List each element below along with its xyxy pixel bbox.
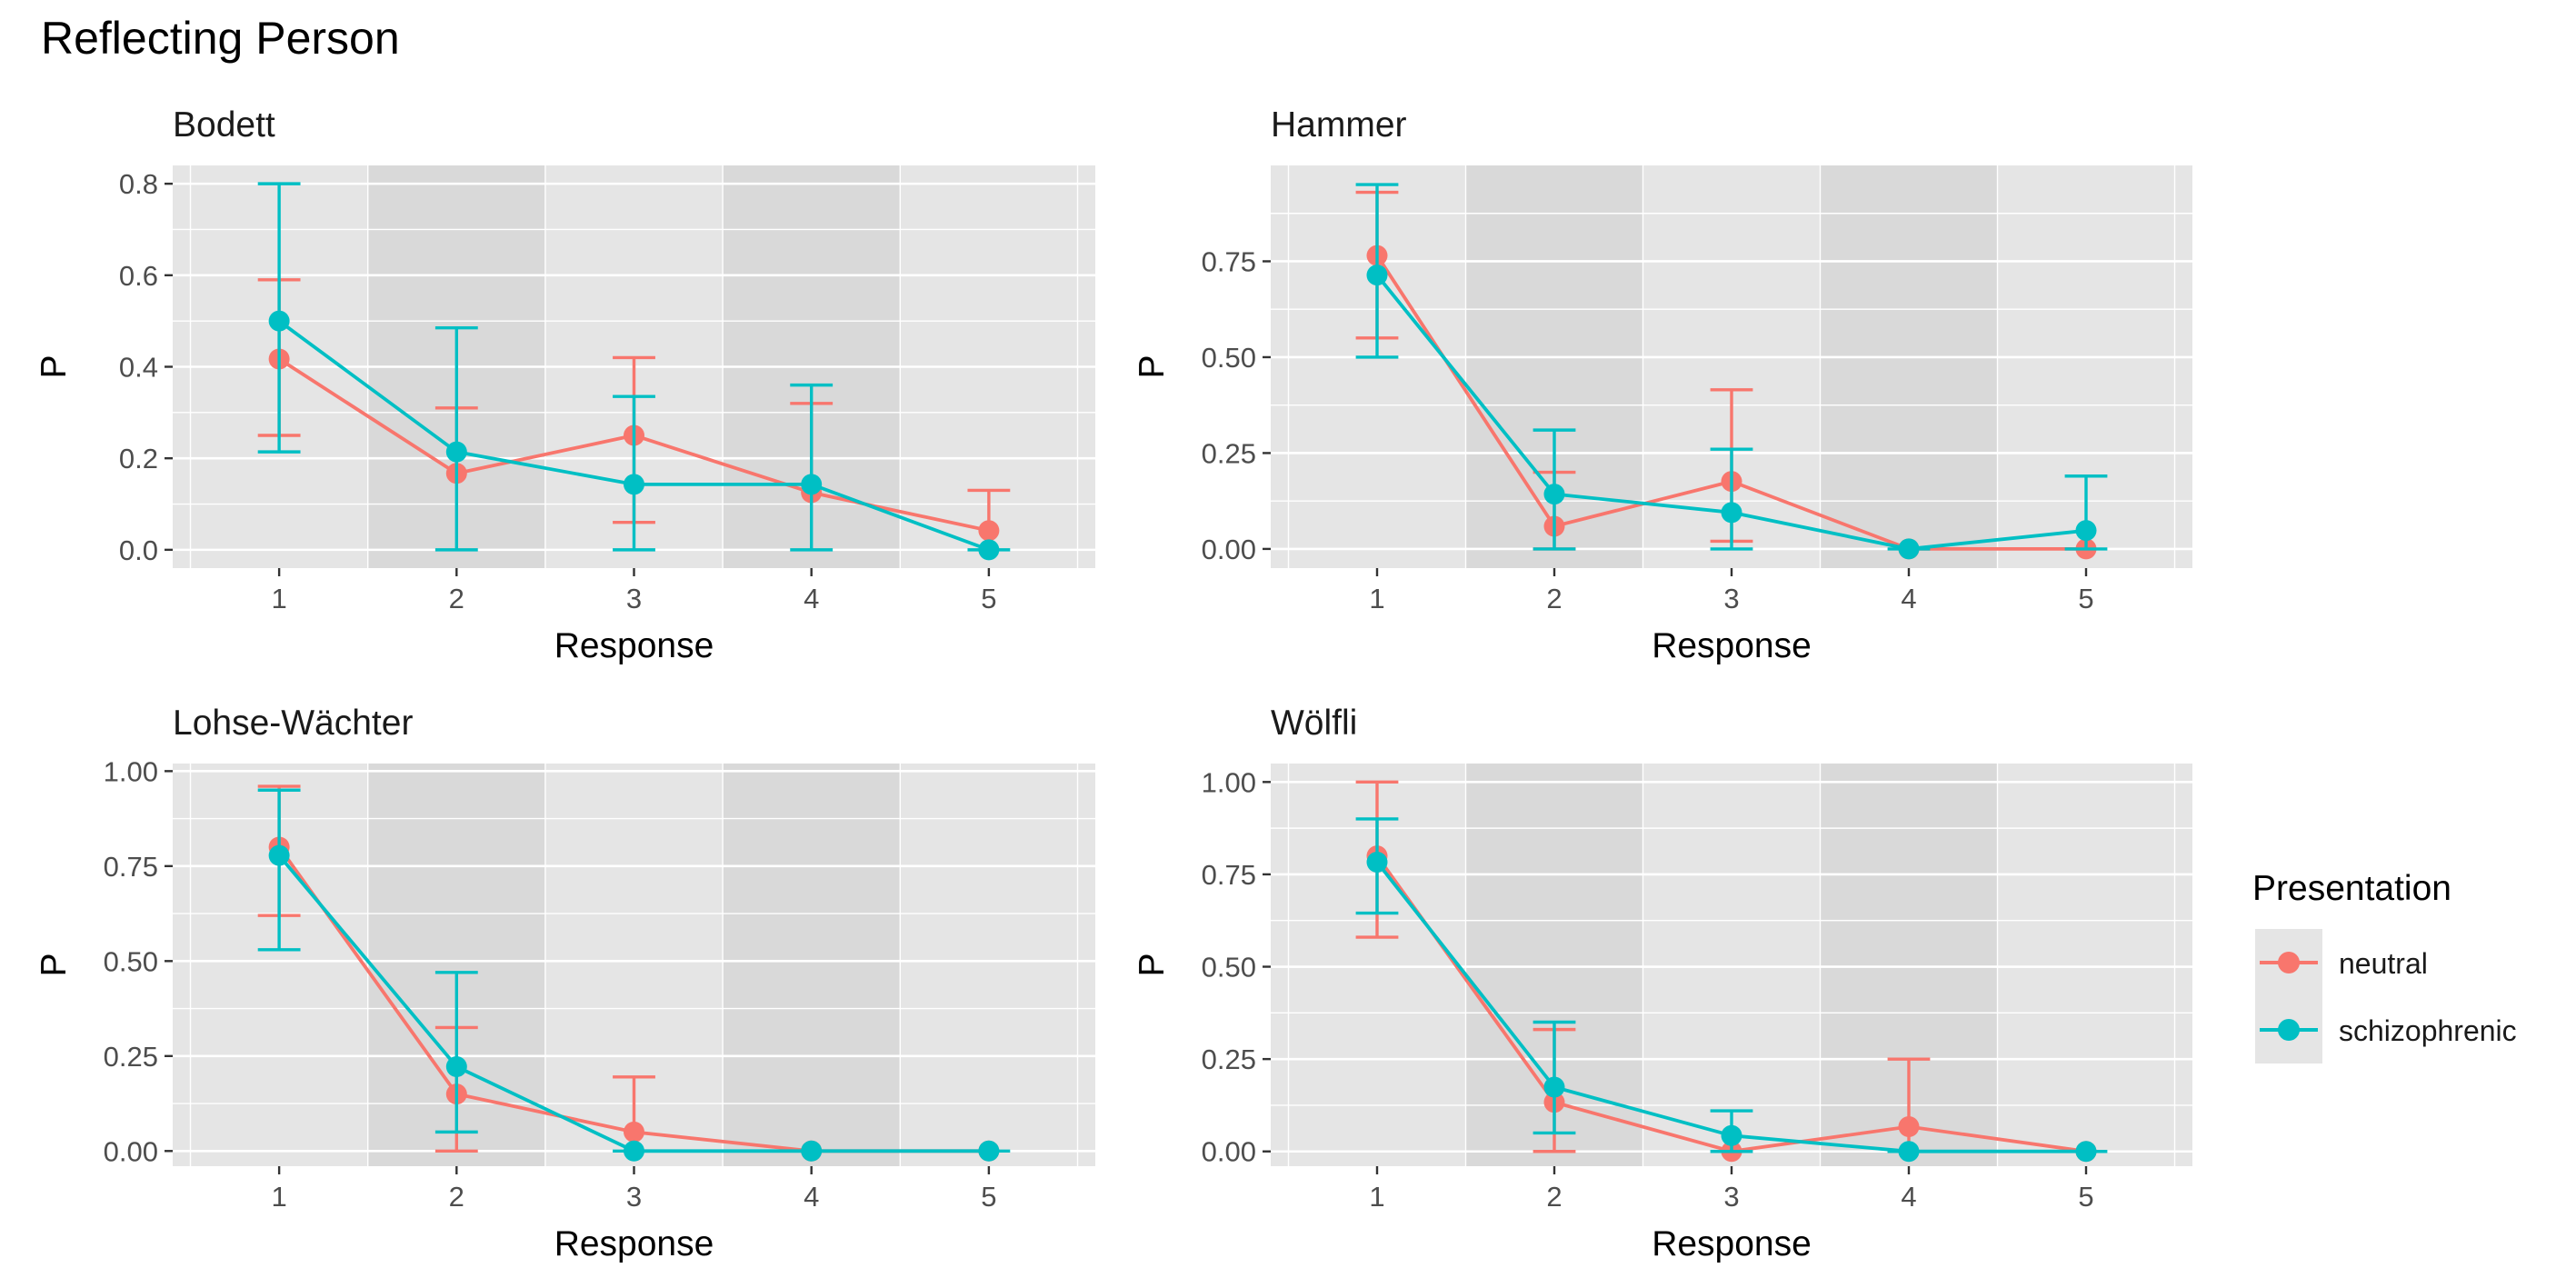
data-point bbox=[268, 310, 290, 332]
x-tick-label: 2 bbox=[449, 583, 464, 614]
y-axis-label: P bbox=[1133, 953, 1172, 976]
panel-title: Hammer bbox=[1271, 105, 1407, 145]
y-tick-label: 0.2 bbox=[119, 443, 158, 474]
chart-title: Reflecting Person bbox=[41, 13, 400, 64]
x-tick-label: 5 bbox=[2078, 1181, 2093, 1213]
y-tick-label: 1.00 bbox=[1202, 766, 1256, 798]
panel-bodett: 0.0 0.2 0.4 0.6 0.8 1 2 3 4 5 Bodett Response P bbox=[35, 105, 1095, 665]
x-tick-label: 1 bbox=[271, 1181, 286, 1213]
series-schizophrenic bbox=[257, 788, 1011, 1162]
series-schizophrenic bbox=[1355, 817, 2108, 1163]
data-point bbox=[1898, 1141, 1920, 1163]
data-point bbox=[978, 1140, 1000, 1162]
y-tick-label: 0.00 bbox=[104, 1135, 158, 1167]
y-tick-label: 1.00 bbox=[104, 755, 158, 787]
x-axis-label: Response bbox=[1652, 1224, 1812, 1263]
data-point bbox=[1721, 1124, 1742, 1146]
x-tick-label: 4 bbox=[1901, 1181, 1916, 1213]
x-axis-label: Response bbox=[554, 1224, 714, 1263]
data-point bbox=[1898, 1116, 1920, 1138]
panel-title: Lohse-Wächter bbox=[173, 704, 413, 743]
x-axis-label: Response bbox=[1652, 626, 1812, 665]
series-schizophrenic bbox=[257, 182, 1011, 561]
x-tick-label: 1 bbox=[1369, 1181, 1384, 1213]
data-point bbox=[1366, 852, 1388, 874]
y-tick-label: 0.4 bbox=[119, 352, 158, 384]
x-tick-label: 3 bbox=[1723, 583, 1739, 614]
x-tick-label: 2 bbox=[1546, 1181, 1562, 1213]
category-band bbox=[1642, 764, 1821, 1166]
legend-label-neutral: neutral bbox=[2339, 947, 2428, 980]
y-tick-label: 0.75 bbox=[104, 851, 158, 883]
y-tick-label: 0.50 bbox=[1202, 342, 1256, 374]
x-tick-label: 5 bbox=[2078, 583, 2093, 614]
x-tick-label: 3 bbox=[1723, 1181, 1739, 1213]
y-tick-label: 0.00 bbox=[1202, 534, 1256, 565]
x-tick-label: 1 bbox=[1369, 583, 1384, 614]
x-tick-label: 3 bbox=[626, 1181, 642, 1213]
y-axis-label: P bbox=[35, 953, 74, 976]
x-tick-label: 1 bbox=[271, 583, 286, 614]
x-tick-label: 2 bbox=[449, 1181, 464, 1213]
legend-title: Presentation bbox=[2252, 869, 2451, 908]
y-tick-label: 0.75 bbox=[1202, 245, 1256, 277]
legend-key-point-neutral bbox=[2278, 952, 2300, 973]
data-point bbox=[624, 1140, 644, 1162]
y-tick-label: 0.25 bbox=[1202, 1043, 1256, 1075]
data-point bbox=[1543, 1076, 1565, 1098]
data-point bbox=[1721, 502, 1742, 524]
y-tick-label: 0.00 bbox=[1202, 1136, 1256, 1168]
data-point bbox=[445, 441, 467, 463]
legend: Presentation neutral schizophrenic bbox=[2252, 869, 2517, 1063]
x-tick-label: 4 bbox=[1901, 583, 1916, 614]
data-point bbox=[1898, 538, 1920, 560]
panel-title: Bodett bbox=[173, 105, 275, 145]
x-tick-label: 4 bbox=[804, 1181, 819, 1213]
y-tick-label: 0.50 bbox=[104, 945, 158, 977]
data-point bbox=[978, 539, 1000, 561]
data-point bbox=[1366, 265, 1388, 286]
data-point bbox=[2075, 520, 2097, 542]
y-axis-label: P bbox=[1133, 354, 1172, 378]
x-axis-label: Response bbox=[554, 626, 714, 665]
x-tick-label: 5 bbox=[981, 1181, 996, 1213]
x-tick-label: 4 bbox=[804, 583, 819, 614]
y-tick-label: 0.0 bbox=[119, 534, 158, 566]
data-point bbox=[445, 1056, 467, 1078]
panel-hammer: 0.00 0.25 0.50 0.75 1 2 3 4 5 Hammer Response P bbox=[1133, 105, 2192, 665]
category-band bbox=[1997, 764, 2175, 1166]
data-point bbox=[801, 1140, 823, 1162]
category-band bbox=[900, 764, 1078, 1166]
data-point bbox=[978, 520, 1000, 542]
y-tick-label: 0.6 bbox=[119, 260, 158, 292]
x-tick-label: 5 bbox=[981, 583, 996, 614]
y-tick-label: 0.50 bbox=[1202, 952, 1256, 983]
y-tick-label: 0.75 bbox=[1202, 859, 1256, 891]
y-tick-label: 0.8 bbox=[119, 168, 158, 200]
y-axis-label: P bbox=[35, 354, 74, 378]
panel-lohse-wachter: 0.00 0.25 0.50 0.75 1.00 1 2 3 4 5 Lohse-Wächter Re… bbox=[35, 704, 1095, 1263]
data-point bbox=[624, 1121, 644, 1143]
x-tick-label: 2 bbox=[1546, 583, 1562, 614]
legend-key-point-schizophrenic bbox=[2278, 1019, 2300, 1041]
data-point bbox=[801, 474, 823, 495]
y-tick-label: 0.25 bbox=[1202, 437, 1256, 469]
legend-label-schizophrenic: schizophrenic bbox=[2339, 1014, 2517, 1047]
category-band bbox=[723, 764, 901, 1166]
panel-wolfli: 0.00 0.25 0.50 0.75 1.00 1 2 3 4 5 Wölfli Response P bbox=[1133, 704, 2192, 1263]
data-point bbox=[268, 844, 290, 866]
series-schizophrenic bbox=[1355, 183, 2108, 560]
y-tick-label: 0.25 bbox=[104, 1041, 158, 1073]
x-tick-label: 3 bbox=[626, 583, 642, 614]
panels: 0.00.20.40.60.81 2 3 4 5BodettResponseP0.000… bbox=[35, 105, 2192, 1263]
data-point bbox=[1543, 484, 1565, 505]
panel-title: Wölfli bbox=[1271, 704, 1357, 743]
data-point bbox=[624, 474, 644, 495]
data-point bbox=[2075, 1141, 2097, 1163]
